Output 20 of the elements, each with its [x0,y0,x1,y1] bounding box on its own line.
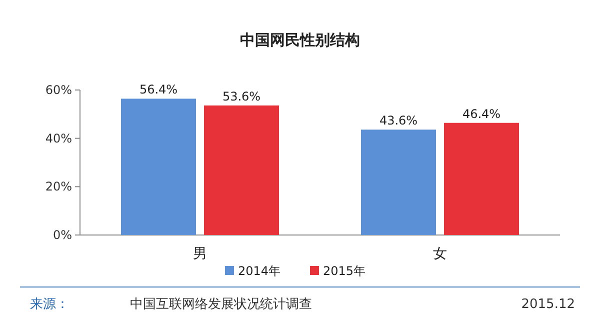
legend-label: 2015年 [323,264,366,278]
x-tick-label: 男 [193,246,207,262]
data-label: 53.6% [222,89,261,104]
text: 2015.12 [521,297,575,312]
x-tick-label: 女 [433,246,447,262]
legend-label: 2014年 [238,264,281,278]
bar [444,122,519,235]
data-label: 43.6% [379,114,418,128]
y-tick-label: 0% [52,228,72,242]
source-note: 来源： [30,297,69,312]
chart-title: 中国网民性别结构 [240,31,360,49]
data-label: 46.4% [462,106,501,121]
bar [121,98,196,235]
bar [204,105,279,235]
y-tick-label: 40% [45,131,72,146]
y-tick-label: 20% [45,180,72,194]
y-tick-label: 60% [45,83,72,97]
bar [361,130,436,235]
text: 中国互联网络发展状况统计调查 [130,297,312,312]
data-label: 56.4% [139,82,178,97]
